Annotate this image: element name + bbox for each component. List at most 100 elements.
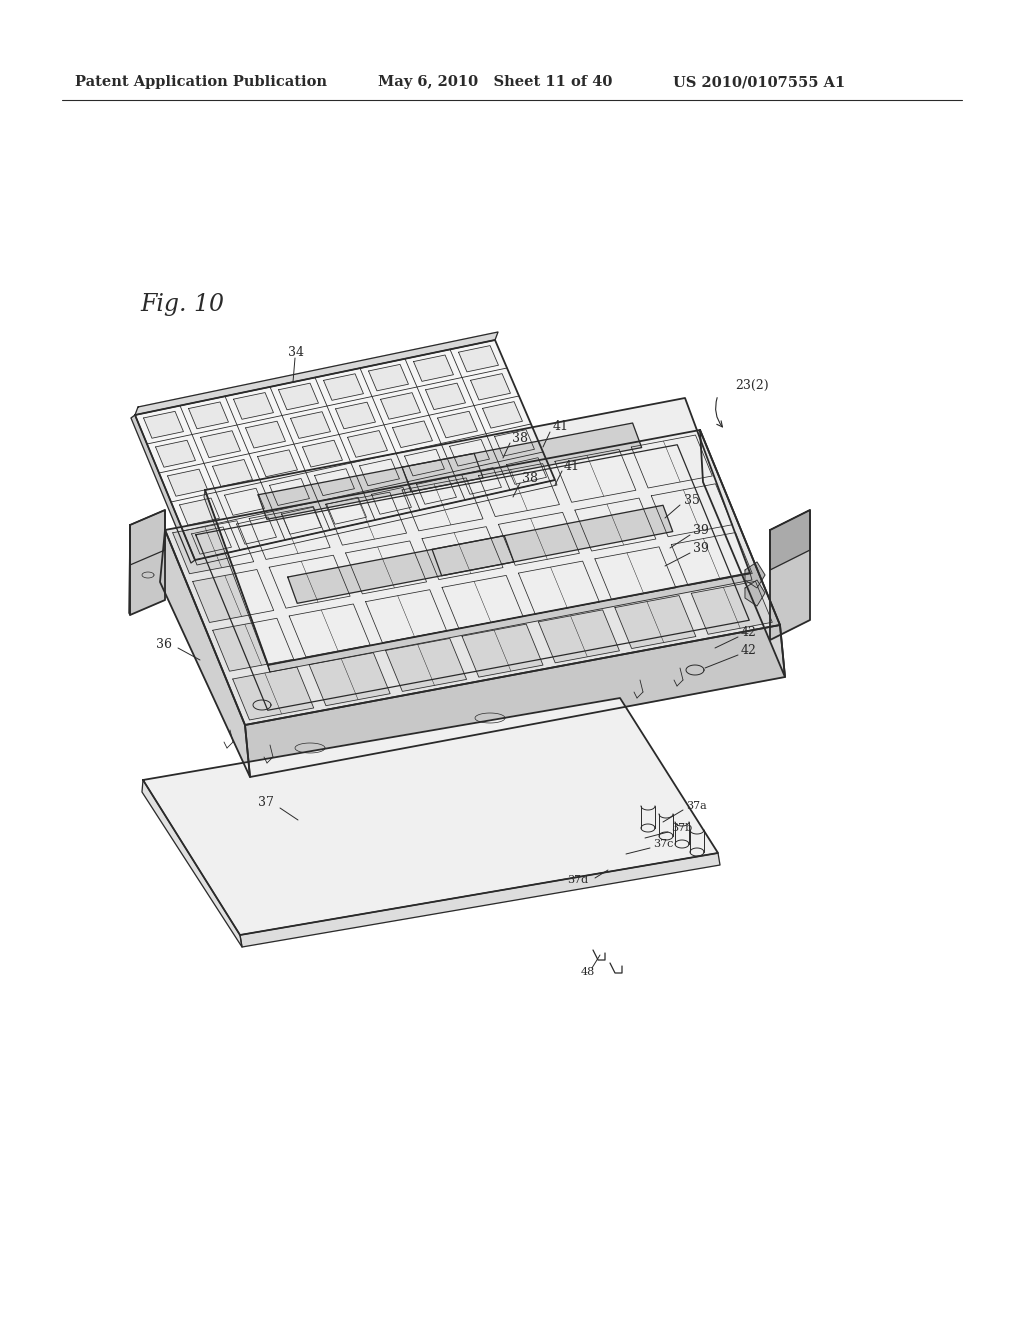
- Polygon shape: [324, 374, 364, 400]
- Polygon shape: [482, 401, 522, 428]
- Polygon shape: [539, 610, 620, 663]
- Polygon shape: [142, 780, 242, 946]
- Text: 42: 42: [741, 627, 757, 639]
- Text: US 2010/0107555 A1: US 2010/0107555 A1: [673, 75, 845, 88]
- Polygon shape: [770, 510, 810, 570]
- Polygon shape: [213, 618, 294, 671]
- Polygon shape: [326, 492, 407, 545]
- Text: 34: 34: [288, 346, 304, 359]
- Polygon shape: [268, 573, 752, 672]
- Polygon shape: [195, 480, 557, 565]
- Polygon shape: [392, 421, 432, 447]
- Polygon shape: [213, 459, 253, 487]
- Text: 37c: 37c: [653, 840, 674, 849]
- Polygon shape: [135, 341, 555, 560]
- Polygon shape: [327, 498, 367, 524]
- Polygon shape: [135, 333, 498, 414]
- Polygon shape: [302, 441, 342, 467]
- Polygon shape: [691, 581, 772, 634]
- Polygon shape: [188, 403, 228, 429]
- Polygon shape: [347, 430, 387, 457]
- Polygon shape: [495, 430, 535, 457]
- Polygon shape: [372, 487, 412, 515]
- Polygon shape: [462, 467, 502, 494]
- Polygon shape: [246, 421, 286, 447]
- Polygon shape: [269, 479, 309, 506]
- Polygon shape: [191, 527, 231, 554]
- Polygon shape: [258, 453, 483, 519]
- Polygon shape: [359, 459, 399, 486]
- Polygon shape: [168, 469, 208, 496]
- Polygon shape: [432, 506, 673, 576]
- Polygon shape: [249, 507, 330, 560]
- Polygon shape: [471, 374, 510, 400]
- Polygon shape: [417, 478, 457, 504]
- Polygon shape: [143, 412, 183, 438]
- Polygon shape: [386, 639, 467, 692]
- Polygon shape: [745, 562, 765, 587]
- Polygon shape: [179, 498, 219, 525]
- Text: 37d: 37d: [567, 875, 588, 884]
- Polygon shape: [240, 853, 720, 946]
- Polygon shape: [314, 469, 354, 495]
- Polygon shape: [291, 412, 331, 438]
- Polygon shape: [574, 498, 655, 550]
- Polygon shape: [279, 383, 318, 409]
- Polygon shape: [205, 399, 750, 665]
- Polygon shape: [462, 624, 543, 677]
- Polygon shape: [336, 403, 376, 429]
- Polygon shape: [237, 517, 276, 544]
- Polygon shape: [595, 546, 676, 599]
- Polygon shape: [631, 436, 713, 488]
- Text: 48: 48: [581, 968, 595, 977]
- Polygon shape: [499, 512, 580, 565]
- Polygon shape: [258, 450, 297, 477]
- Polygon shape: [404, 449, 444, 477]
- Polygon shape: [193, 569, 273, 623]
- Polygon shape: [245, 624, 785, 777]
- Polygon shape: [402, 422, 642, 492]
- Polygon shape: [269, 556, 350, 609]
- Polygon shape: [201, 430, 241, 458]
- Text: 38: 38: [512, 432, 528, 445]
- Text: 37a: 37a: [686, 801, 707, 810]
- Polygon shape: [700, 430, 785, 677]
- Polygon shape: [381, 392, 421, 420]
- Polygon shape: [309, 652, 390, 706]
- Polygon shape: [459, 346, 499, 372]
- Polygon shape: [422, 527, 503, 579]
- Polygon shape: [437, 412, 477, 438]
- Polygon shape: [402, 478, 483, 531]
- Polygon shape: [160, 531, 250, 777]
- Polygon shape: [204, 490, 270, 672]
- Polygon shape: [770, 510, 810, 640]
- Polygon shape: [130, 510, 165, 615]
- Text: 39: 39: [693, 543, 709, 556]
- Text: 36: 36: [156, 638, 172, 651]
- Text: 41: 41: [553, 421, 569, 433]
- Polygon shape: [289, 605, 370, 657]
- Polygon shape: [233, 392, 273, 420]
- Polygon shape: [507, 458, 547, 484]
- Polygon shape: [478, 463, 559, 516]
- Polygon shape: [555, 449, 636, 503]
- Polygon shape: [288, 536, 514, 603]
- Polygon shape: [224, 488, 264, 515]
- Polygon shape: [369, 364, 409, 391]
- Polygon shape: [518, 561, 599, 614]
- Polygon shape: [651, 484, 732, 537]
- Polygon shape: [131, 414, 195, 564]
- Text: Fig. 10: Fig. 10: [140, 293, 224, 317]
- Polygon shape: [345, 541, 427, 594]
- Polygon shape: [130, 510, 165, 565]
- Text: 23(2): 23(2): [735, 379, 769, 392]
- Text: Patent Application Publication: Patent Application Publication: [75, 75, 327, 88]
- Polygon shape: [366, 590, 446, 643]
- Text: 39: 39: [693, 524, 709, 537]
- Text: 37: 37: [258, 796, 274, 809]
- Text: May 6, 2010   Sheet 11 of 40: May 6, 2010 Sheet 11 of 40: [378, 75, 612, 88]
- Polygon shape: [165, 430, 780, 725]
- Text: 41: 41: [564, 459, 580, 473]
- Polygon shape: [745, 579, 765, 606]
- Polygon shape: [156, 441, 196, 467]
